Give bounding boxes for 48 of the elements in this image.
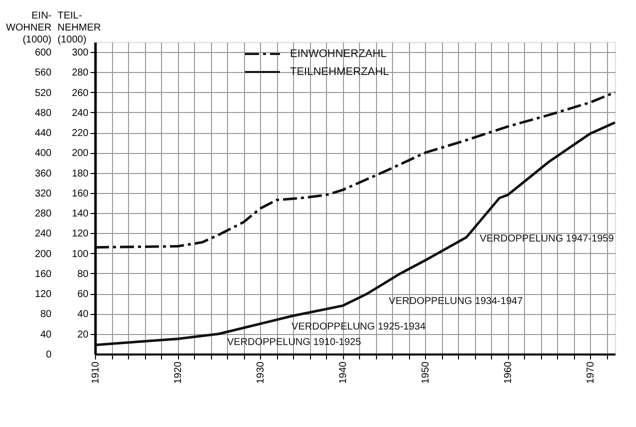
annotation: VERDOPPELUNG 1925-1934	[292, 322, 426, 333]
x-tick-label: 1910	[90, 361, 102, 384]
y-tick-label: 440	[34, 128, 52, 140]
y2-tick-label: 180	[72, 168, 89, 180]
x-tick-label: 1970	[586, 361, 597, 384]
y2-tick-label: 60	[77, 289, 89, 300]
y2-axis-title: TEIL- NEHMER (1000)	[58, 10, 101, 46]
y-tick-label: 240	[34, 228, 52, 240]
y2-tick-label: 260	[72, 88, 89, 99]
y-tick-label: 360	[34, 168, 52, 180]
y2-tick-label: 160	[72, 188, 89, 200]
x-tick-label: 1920	[173, 361, 184, 384]
annotation: VERDOPPELUNG 1934-1947	[388, 296, 524, 307]
y2-tick-label: 200	[72, 148, 89, 160]
y2-tick-label: 20	[77, 329, 89, 340]
y2-tick-label: 240	[72, 108, 89, 119]
y2-tick-label: 40	[77, 309, 89, 320]
y2-tick-label: 140	[72, 208, 89, 220]
y2-tick-label: 300	[72, 48, 89, 59]
y2-tick-label: 80	[77, 268, 89, 280]
y2-tick-label: 220	[72, 128, 89, 140]
x-tick-label: 1960	[503, 361, 514, 384]
y-tick-label: 120	[34, 289, 52, 300]
y2-tick-label: 120	[72, 228, 89, 240]
y-tick-label: 80	[40, 309, 52, 320]
y-tick-label: 0	[46, 350, 52, 360]
y-tick-label: 40	[40, 329, 52, 340]
y2-tick-label: 280	[72, 68, 89, 79]
y-tick-label: 400	[34, 148, 52, 160]
y-axis-title: EIN- WOHNER (1000)	[6, 10, 52, 46]
line-series	[94, 91, 616, 249]
y-tick-label: 200	[34, 248, 52, 260]
x-tick-label: 1940	[338, 361, 350, 384]
y-tick-label: 560	[34, 68, 52, 79]
x-tick-label: 1930	[256, 361, 267, 384]
line-series	[94, 121, 616, 346]
legend-label: EINWOHNERZAHL	[290, 48, 387, 60]
legend-label: TEILNEHMERZAHL	[290, 66, 390, 78]
annotation: VERDOPPELUNG 1910-1925	[227, 337, 362, 348]
x-tick-label: 1950	[420, 361, 432, 384]
annotation: VERDOPPELUNG 1947-1959	[480, 234, 614, 245]
y-tick-label: 160	[34, 268, 52, 280]
y-tick-label: 600	[34, 48, 52, 59]
y2-tick-label: 100	[72, 248, 89, 260]
y-tick-label: 320	[34, 188, 52, 200]
y-tick-label: 280	[34, 208, 52, 220]
y-tick-label: 480	[34, 108, 52, 119]
y-tick-label: 520	[34, 88, 52, 99]
